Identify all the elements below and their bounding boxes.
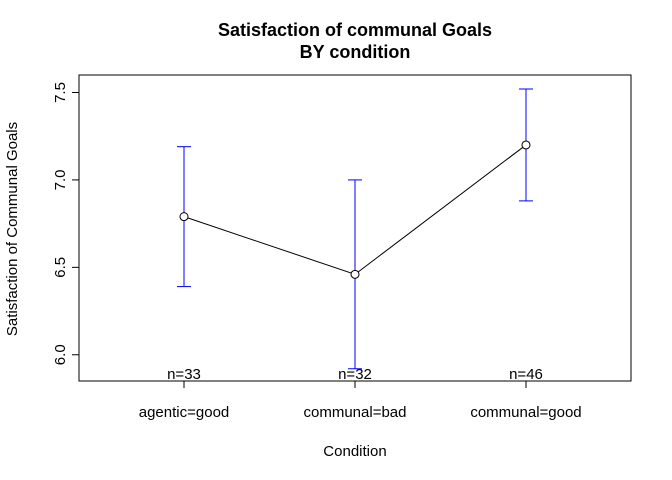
x-tick-label: agentic=good bbox=[139, 404, 230, 421]
x-tick-label: communal=bad bbox=[304, 404, 407, 421]
y-tick-label: 6.5 bbox=[52, 257, 69, 278]
error-bars bbox=[177, 88, 533, 370]
x-axis-label: Condition bbox=[323, 443, 386, 460]
data-point bbox=[521, 140, 531, 150]
chart-title-line-2: BY condition bbox=[300, 42, 411, 62]
x-axis: agentic=good communal=bad communal=good bbox=[139, 380, 582, 421]
n-labels: n=33 n=32 n=46 bbox=[167, 366, 543, 383]
n-label: n=33 bbox=[167, 366, 201, 383]
n-label: n=46 bbox=[509, 366, 543, 383]
y-tick-label: 7.0 bbox=[52, 169, 69, 190]
y-axis: 6.0 6.5 7.0 7.5 bbox=[52, 82, 80, 365]
data-points bbox=[179, 140, 531, 279]
y-tick-label: 7.5 bbox=[52, 82, 69, 103]
y-axis-label: Satisfaction of Communal Goals bbox=[4, 122, 21, 336]
n-label: n=32 bbox=[338, 366, 372, 383]
x-tick-label: communal=good bbox=[470, 404, 581, 421]
data-point bbox=[350, 269, 360, 279]
y-tick-label: 6.0 bbox=[52, 344, 69, 365]
data-point bbox=[179, 212, 189, 222]
chart-title-line-1: Satisfaction of communal Goals bbox=[218, 20, 492, 40]
